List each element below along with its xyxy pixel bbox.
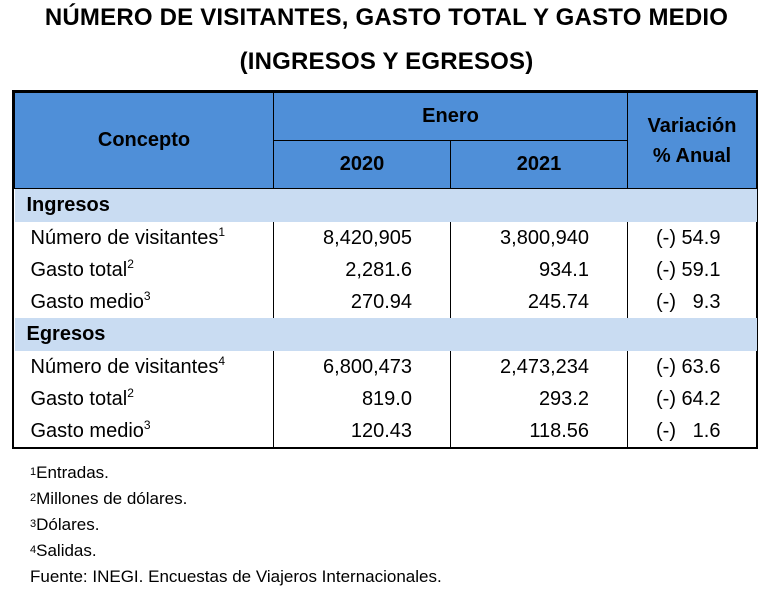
variation: (-) 1.6 — [656, 419, 721, 442]
variation: (-) 9.3 — [656, 290, 721, 313]
header-concepto: Concepto — [14, 92, 274, 189]
value-2020: 819.0 — [273, 383, 451, 415]
page-title: NÚMERO DE VISITANTES, GASTO TOTAL Y GAST… — [44, 4, 729, 31]
value-2020: 8,420,905 — [273, 222, 451, 254]
value-2020: 2,281.6 — [273, 254, 451, 286]
footnote: 1Entradas. — [30, 463, 109, 482]
value-2021: 934.1 — [450, 254, 628, 286]
value-2021: 293.2 — [450, 383, 628, 415]
footnote: 2Millones de dólares. — [30, 489, 188, 508]
row-label: Gasto medio3 — [14, 286, 274, 318]
header-variacion-line2: % Anual — [652, 144, 732, 167]
value-2021: 3,800,940 — [450, 222, 628, 254]
source-note: Fuente: INEGI. Encuestas de Viajeros Int… — [30, 567, 442, 586]
variation: (-) 54.9 — [656, 226, 721, 249]
variation: (-) 59.1 — [656, 258, 721, 281]
table-row: Gasto total2 2,281.6 934.1 (-) 59.1 — [14, 254, 757, 286]
header-year-2020: 2020 — [273, 140, 451, 189]
value-2020: 120.43 — [273, 415, 451, 447]
variation: (-) 63.6 — [656, 355, 721, 378]
row-label: Gasto total2 — [14, 383, 274, 415]
table-row: Número de visitantes4 6,800,473 2,473,23… — [14, 351, 757, 383]
section-egresos: Egresos — [14, 318, 757, 351]
value-2020: 6,800,473 — [273, 351, 451, 383]
header-enero: Enero — [273, 92, 628, 141]
table-row: Gasto medio3 270.94 245.74 (-) 9.3 — [14, 286, 757, 318]
value-2021: 245.74 — [450, 286, 628, 318]
footnotes: 1Entradas. 2Millones de dólares. 3Dólare… — [30, 460, 442, 590]
row-label: Número de visitantes4 — [14, 351, 274, 383]
value-2020: 270.94 — [273, 286, 451, 318]
footnote: 4Salidas. — [30, 541, 97, 560]
row-label: Número de visitantes1 — [14, 222, 274, 254]
page-subtitle: (INGRESOS Y EGRESOS) — [239, 48, 534, 75]
footnote: 3Dólares. — [30, 515, 100, 534]
table-row: Número de visitantes1 8,420,905 3,800,94… — [14, 222, 757, 254]
table-row: Gasto medio3 120.43 118.56 (-) 1.6 — [14, 415, 757, 447]
table-row: Gasto total2 819.0 293.2 (-) 64.2 — [14, 383, 757, 415]
row-label: Gasto total2 — [14, 254, 274, 286]
value-2021: 118.56 — [450, 415, 628, 447]
variation: (-) 64.2 — [656, 387, 721, 410]
row-label: Gasto medio3 — [14, 415, 274, 447]
header-variacion: Variación % Anual — [627, 92, 757, 189]
header-year-2021: 2021 — [450, 140, 628, 189]
data-table: Concepto Enero Variación % Anual 2020 20… — [12, 90, 758, 449]
section-ingresos: Ingresos — [14, 188, 757, 222]
value-2021: 2,473,234 — [450, 351, 628, 383]
header-variacion-line1: Variación — [647, 114, 737, 137]
